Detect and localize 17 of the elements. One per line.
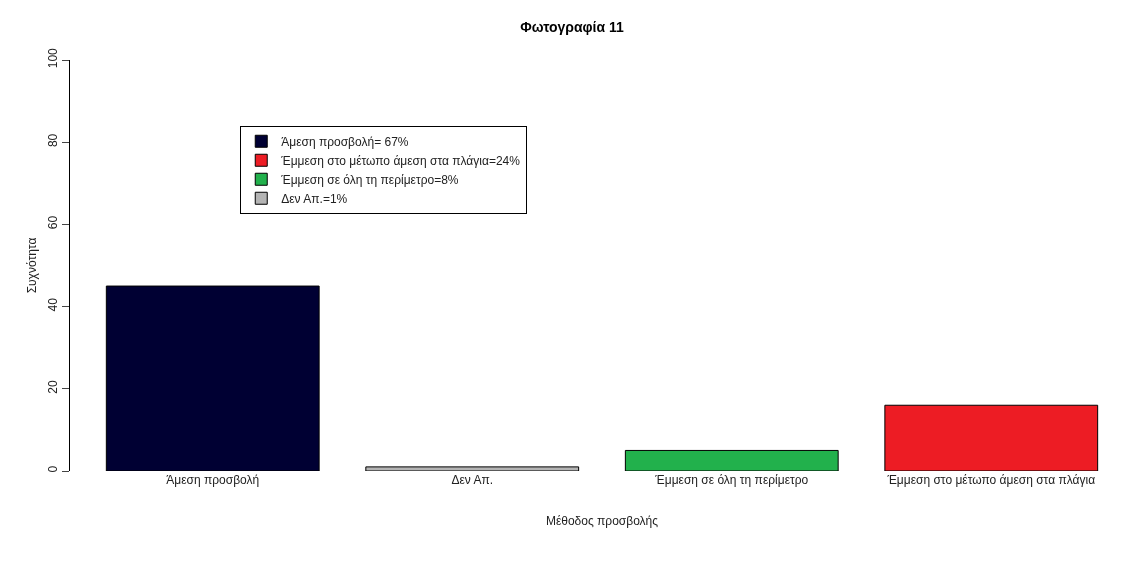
- y-tick-label: 40: [46, 297, 61, 312]
- legend-label: Έμμεση στο μέτωπο άμεση στα πλάγια=24%: [280, 153, 521, 168]
- y-tick-label: 80: [46, 133, 61, 148]
- x-tick-label: Άμεση προσβολή: [166, 473, 260, 487]
- y-tick-label: 60: [46, 215, 61, 230]
- x-tick-label: Έμμεση στο μέτωπο άμεση στα πλάγια: [886, 473, 1096, 487]
- chart-title: Φωτογραφία 11: [520, 19, 625, 36]
- y-tick-label: 0: [46, 465, 61, 473]
- y-tick-label: 100: [46, 47, 61, 69]
- legend-label: Έμμεση σε όλη τη περίμετρο=8%: [280, 172, 459, 187]
- x-tick-label: Έμμεση σε όλη τη περίμετρο: [654, 473, 809, 487]
- y-axis-title: Συχνότητα: [25, 237, 39, 294]
- legend-label: Άμεση προσβολή= 67%: [281, 134, 409, 149]
- x-axis-title: Μέθοδος προσβολής: [545, 513, 659, 528]
- x-tick-label: Δεν Απ.: [451, 473, 494, 487]
- legend-label: Δεν Απ.=1%: [281, 191, 348, 206]
- y-tick-label: 20: [46, 380, 61, 394]
